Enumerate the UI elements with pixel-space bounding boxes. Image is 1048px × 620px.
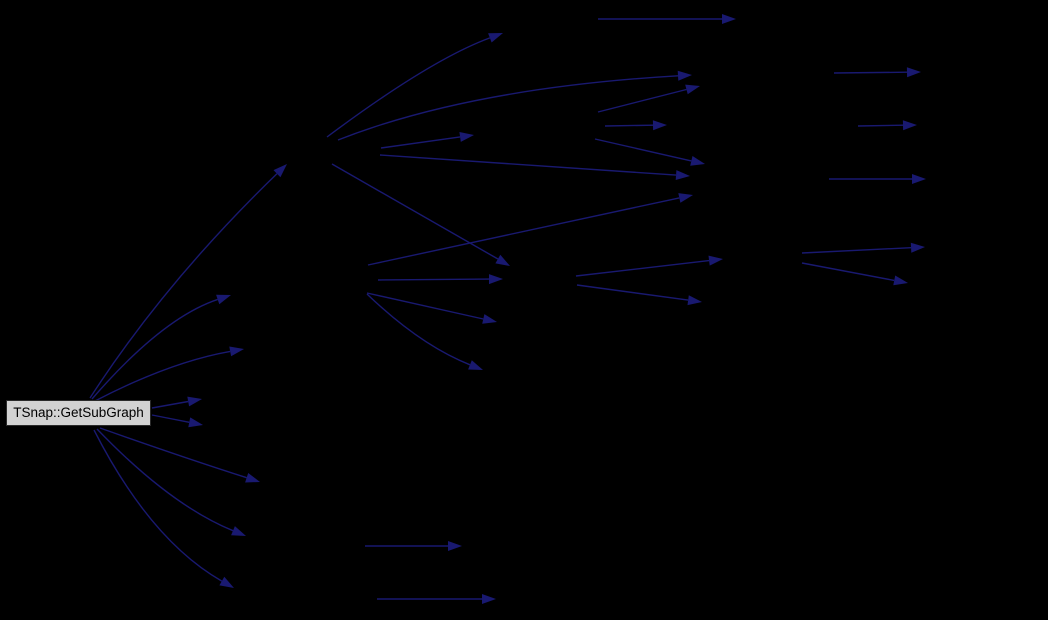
edge-hub1-to-c3 [379,154,677,176]
edge-hub3-to-e1 [575,259,710,277]
arrowhead-mid1-to-c1 [685,84,700,95]
arrowhead-c1-to-d1 [906,67,921,78]
arrowhead-g2-to-h2 [482,594,496,604]
edge-c1-to-d1 [833,71,908,74]
edge-hub2-to-leaf-a [366,292,484,320]
edge-hub3-to-e2 [576,284,689,301]
edge-e1-to-f1 [801,247,912,254]
arrowhead-root-to-hub2 [216,294,231,305]
edge-mid1-to-c3 [594,138,692,162]
edge-mid1-to-c1 [597,88,687,113]
edge-hub1-to-top1 [326,37,491,138]
arrowhead-mid1-to-c2 [652,120,667,131]
arrowhead-top1-to-top2 [722,14,736,24]
arrowhead-root-to-leaf-c [229,346,244,357]
edge-hub1-to-c1 [337,75,679,141]
edge-root-to-hub1 [89,173,278,399]
arrowhead-g1-to-h1 [448,541,462,551]
edge-c2-to-d2 [857,124,904,127]
edge-root-to-g2 [93,429,223,582]
edge-hub2-to-hub3 [377,278,490,281]
edge-hub1-to-hub3 [331,163,499,260]
arrowhead-hub1-to-c3 [675,170,690,180]
edge-root-to-leaf-e [151,414,190,423]
arrowhead-root-to-hub1 [273,164,287,178]
edge-mid1-to-c2 [604,124,654,127]
edge-hub2-to-c3 [367,197,680,266]
arrowhead-root-to-g2 [219,576,234,588]
edge-hub2-to-leaf-b [366,293,471,366]
arrowhead-root-to-leaf-d [187,396,202,407]
arrowhead-hub3-to-e1 [708,255,723,266]
edge-root-to-leaf-f [99,427,247,479]
arrowhead-hub1-to-c1 [677,70,692,81]
arrowhead-hub2-to-leaf-b [468,360,483,370]
root-node[interactable]: TSnap::GetSubGraph [6,400,151,426]
arrowhead-mid1-to-c3 [690,156,705,166]
arrowhead-hub1-to-top1 [488,33,503,43]
arrowhead-c2-to-d2 [902,120,917,131]
arrowhead-hub2-to-leaf-a [482,314,497,324]
arrowhead-hub2-to-c3 [678,193,693,203]
root-node-label: TSnap::GetSubGraph [13,405,144,421]
arrowhead-root-to-g1 [231,526,246,536]
arrowhead-c3-to-d3 [912,174,926,184]
arrowhead-hub1-to-hub3 [495,254,510,266]
edge-root-to-hub2 [91,298,218,400]
edge-root-to-g1 [96,428,234,532]
edge-root-to-leaf-c [94,350,231,402]
edge-e1-to-f2 [801,262,895,282]
arrowhead-root-to-leaf-e [188,417,203,428]
arrowhead-hub2-to-hub3 [489,274,503,285]
arrowhead-hub3-to-e2 [687,295,702,306]
arrowhead-e1-to-f1 [910,242,925,253]
arrowhead-e1-to-f2 [893,275,908,286]
arrowhead-hub1-to-mid1 [459,132,474,142]
edge-hub1-to-mid1 [380,136,461,149]
edge-root-to-leaf-d [151,400,189,409]
arrowhead-root-to-leaf-f [245,473,260,483]
